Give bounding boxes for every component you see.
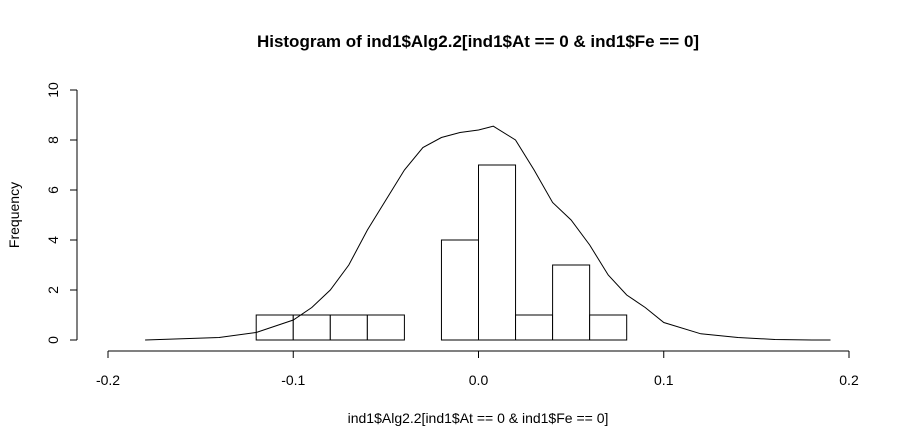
y-tick-label: 4	[45, 236, 61, 244]
density-curve-group	[145, 125, 831, 341]
y-axis: 0 2 4 6 8 10	[45, 82, 78, 344]
histogram-bars	[255, 164, 628, 341]
x-axis-label: ind1$Alg2.2[ind1$At == 0 & ind1$Fe == 0]	[348, 410, 609, 426]
x-tick-label: 0.0	[469, 372, 489, 388]
histogram-bar	[366, 314, 405, 341]
x-axis: -0.2 -0.1 0.0 0.1 0.2	[96, 350, 859, 388]
y-tick-label: 8	[45, 136, 61, 144]
y-tick-label: 2	[45, 286, 61, 294]
y-tick-label: 10	[45, 82, 61, 98]
histogram-bar	[255, 314, 294, 341]
chart-title: Histogram of ind1$Alg2.2[ind1$At == 0 & …	[257, 32, 699, 51]
x-tick-label: -0.1	[281, 372, 305, 388]
histogram-bar	[292, 314, 331, 341]
histogram-bar	[329, 314, 368, 341]
histogram-bar	[478, 164, 517, 341]
histogram-bar	[552, 264, 591, 341]
histogram-bar	[515, 314, 554, 341]
y-axis-label: Frequency	[6, 182, 22, 248]
y-tick-label: 0	[45, 336, 61, 344]
histogram-bar	[440, 239, 480, 341]
density-curve	[145, 125, 831, 341]
x-tick-label: 0.2	[839, 372, 859, 388]
histogram-bar	[589, 314, 628, 341]
x-tick-label: -0.2	[96, 372, 120, 388]
y-tick-label: 6	[45, 186, 61, 194]
x-tick-label: 0.1	[654, 372, 674, 388]
